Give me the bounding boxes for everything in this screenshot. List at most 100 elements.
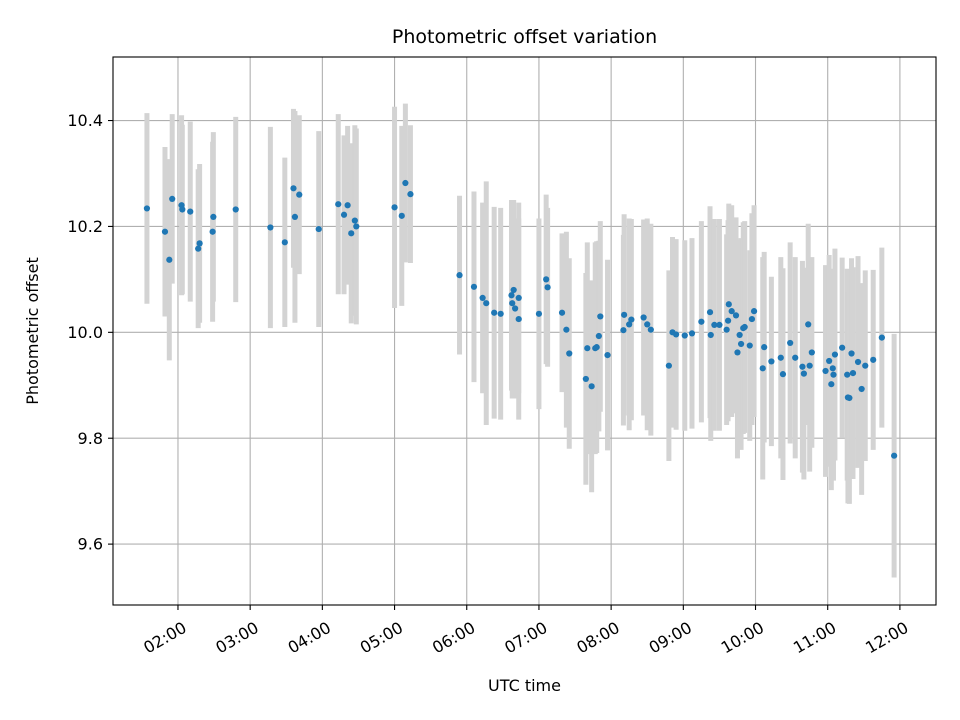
data-point [398,212,405,219]
data-points [143,179,898,459]
data-point [711,321,718,329]
x-tick-label: 04:00 [285,618,334,658]
data-point [402,179,409,187]
data-point [826,357,833,365]
data-point [535,310,543,317]
data-point [161,228,169,235]
data-point [210,213,217,220]
data-point [344,202,351,209]
data-point [315,225,322,233]
error-bars [144,103,897,578]
data-point [407,191,414,198]
data-point [732,312,740,319]
data-point [584,345,591,352]
data-point [849,369,857,377]
data-point [779,371,787,378]
data-point [736,331,743,339]
data-point [543,276,550,283]
data-point [351,217,358,224]
data-point [800,370,807,377]
data-point [544,284,551,291]
data-point [391,204,398,211]
data-point [734,349,741,356]
data-point [725,301,732,308]
x-tick-label: 09:00 [646,618,695,658]
data-point [563,326,570,333]
data-point [647,326,654,333]
data-point [748,315,756,323]
x-tick-label: 11:00 [790,618,839,658]
data-point [706,309,714,316]
data-point [582,375,589,383]
data-point [828,381,835,388]
x-tick-label: 07:00 [501,618,550,658]
data-point [626,321,633,328]
y-tick-label: 10.4 [67,111,103,130]
x-tick-label: 12:00 [862,618,911,658]
data-point [724,317,732,324]
data-point [195,245,202,252]
data-point [737,340,745,348]
data-point [508,292,515,299]
data-point [179,206,186,213]
data-point [209,228,216,235]
x-tick-label: 05:00 [357,618,406,658]
data-point [267,224,274,231]
chart-title: Photometric offset variation [392,26,657,48]
data-point [196,240,203,247]
data-point [566,350,573,357]
plot-frame [112,56,937,606]
data-point [558,309,566,316]
x-axis-label: UTC time [488,676,561,695]
data-point [673,331,680,338]
data-point [728,308,735,315]
data-point [665,362,672,369]
data-point [169,195,176,202]
data-point [604,351,611,359]
data-point [848,350,855,357]
y-axis-ticks: 9.6 9.8 10.0 10.2 10.4 [67,111,113,554]
data-point [698,318,705,325]
data-point [768,358,775,365]
data-point [787,339,794,347]
data-point [870,356,877,363]
y-tick-label: 9.6 [78,535,103,554]
data-point [777,354,784,361]
data-point [597,313,604,320]
x-tick-label: 10:00 [718,618,767,658]
data-point [822,367,829,375]
data-point [143,205,151,212]
data-point [854,358,862,366]
data-point [681,332,688,339]
data-point [335,201,342,208]
data-point [290,185,297,192]
data-point [640,314,647,321]
data-point [716,321,723,329]
y-tick-label: 9.8 [78,429,103,448]
y-axis-label: Photometric offset [23,257,42,405]
data-point [831,351,839,358]
data-point [515,315,522,323]
data-point [491,309,498,316]
data-point [707,331,714,339]
data-point [588,383,595,390]
data-point [509,300,516,307]
data-point [595,332,602,340]
data-point [497,310,504,317]
data-point [644,321,651,328]
data-point [353,223,360,230]
data-point [470,283,478,290]
data-point [291,213,299,220]
y-tick-label: 10.0 [67,323,103,342]
data-point [808,349,815,356]
data-point [830,371,837,378]
y-tick-label: 10.2 [67,217,103,236]
data-point [166,256,173,263]
data-point [878,334,885,341]
x-tick-label: 08:00 [573,618,622,658]
data-point [688,330,696,337]
data-point [621,311,628,318]
data-point [891,452,898,459]
data-point [456,272,463,279]
data-point [620,327,627,334]
